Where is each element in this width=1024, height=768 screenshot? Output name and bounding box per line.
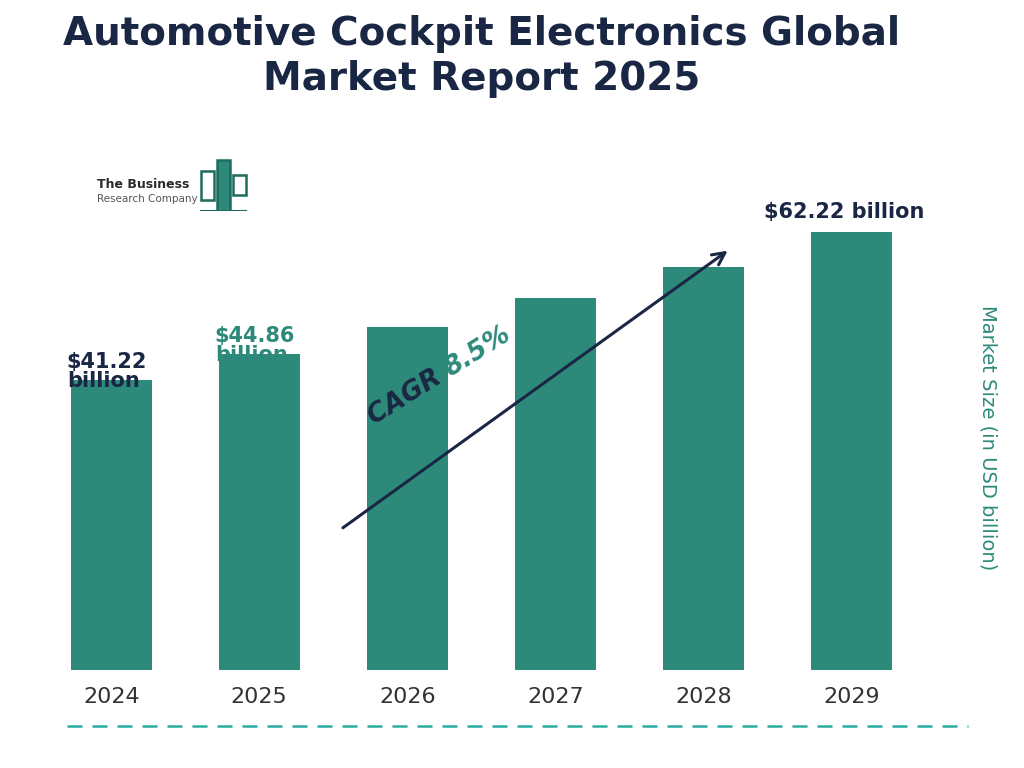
Text: 8.5%: 8.5% [440, 321, 516, 382]
Text: Research Company: Research Company [97, 194, 198, 204]
Bar [201, 171, 214, 200]
Text: billion: billion [215, 345, 288, 365]
Bar [515, 298, 596, 670]
Bar [218, 354, 300, 670]
Text: CAGR: CAGR [364, 360, 454, 430]
Text: Market Size (in USD billion): Market Size (in USD billion) [979, 305, 997, 571]
Bar [367, 327, 447, 670]
Text: billion: billion [67, 371, 139, 391]
Bar [811, 232, 892, 670]
Bar [663, 266, 744, 670]
Text: The Business: The Business [97, 178, 189, 191]
Text: $62.22 billion: $62.22 billion [764, 202, 924, 222]
Title: Automotive Cockpit Electronics Global
Market Report 2025: Automotive Cockpit Electronics Global Ma… [62, 15, 900, 98]
Bar [232, 175, 247, 195]
Bar [71, 380, 152, 670]
Text: $41.22: $41.22 [67, 352, 147, 372]
Bar [217, 161, 230, 211]
Text: $44.86: $44.86 [215, 326, 295, 346]
